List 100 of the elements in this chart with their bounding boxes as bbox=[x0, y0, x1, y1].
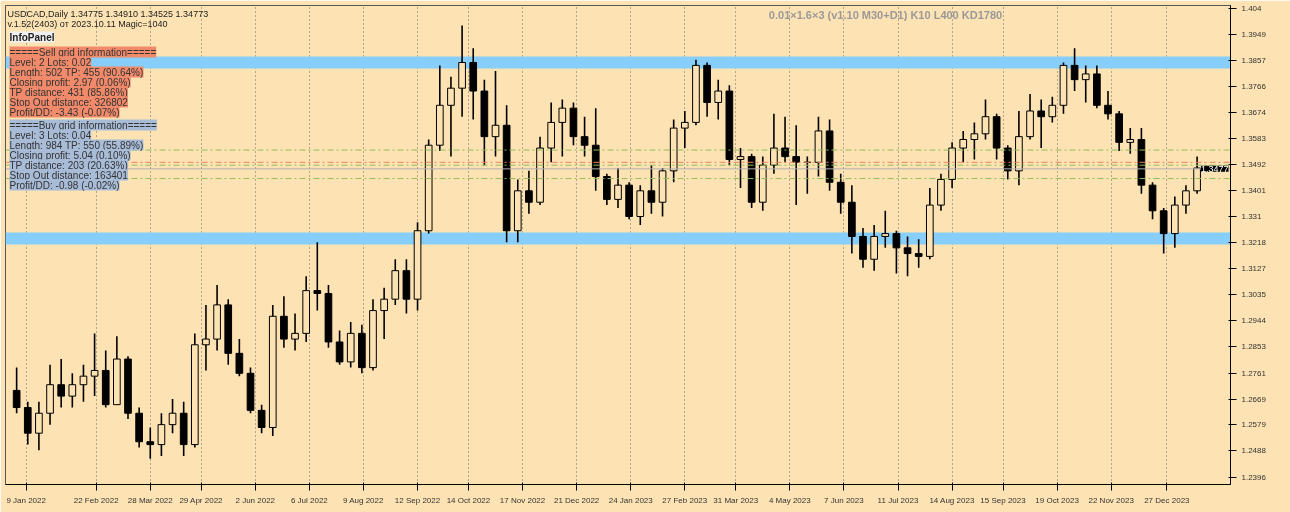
annotation: TP distance: 431 (85.86%) bbox=[9, 86, 128, 98]
annotation: Length: 984 TP: 550 (55.89%) bbox=[9, 139, 144, 151]
candlestick bbox=[870, 224, 878, 272]
candlestick bbox=[57, 358, 66, 409]
candlestick bbox=[202, 304, 210, 372]
annotation: InfoPanel bbox=[9, 31, 55, 43]
candlestick bbox=[892, 229, 901, 275]
annotation: Stop Out distance: 326802 bbox=[9, 96, 129, 108]
y-tick-label: 1.2579 bbox=[1241, 420, 1267, 430]
annotation: Profit/DD: -3.43 (-0.07%) bbox=[9, 106, 120, 118]
candlestick bbox=[1182, 184, 1190, 215]
y-tick-label: 1.3492 bbox=[1241, 160, 1267, 170]
candlestick bbox=[257, 403, 266, 434]
y-tick-label: 1.3766 bbox=[1241, 81, 1267, 91]
x-tick-label: 14 Aug 2023 bbox=[929, 495, 975, 505]
candlestick bbox=[79, 363, 88, 403]
x-tick-label: 15 Sep 2023 bbox=[980, 495, 1027, 505]
candlestick bbox=[525, 170, 533, 215]
candlestick bbox=[859, 227, 867, 269]
x-tick-label: 27 Dec 2023 bbox=[1144, 495, 1191, 505]
y-tick-label: 1.3035 bbox=[1241, 290, 1267, 300]
x-tick-label: 7 Jun 2023 bbox=[824, 495, 865, 505]
x-tick-label: 31 Mar 2023 bbox=[713, 495, 759, 505]
y-tick-label: 1.3674 bbox=[1241, 108, 1267, 118]
ref-line-label: 1.3477 bbox=[1200, 163, 1229, 174]
candlestick bbox=[380, 286, 388, 340]
candlestick bbox=[313, 241, 322, 312]
x-tick-label: 29 Apr 2022 bbox=[179, 495, 224, 505]
candlestick bbox=[157, 412, 166, 457]
y-tick-label: 1.3127 bbox=[1241, 264, 1267, 274]
candlestick bbox=[12, 366, 21, 415]
y-tick-label: 1.3949 bbox=[1241, 29, 1267, 39]
x-tick-label: 21 Dec 2022 bbox=[553, 495, 600, 505]
annotation: 0.01×1.6×3 (v1.10 M30+D1) K10 L400 KD1780 bbox=[768, 8, 1003, 21]
candlestick bbox=[1048, 95, 1057, 124]
candlestick bbox=[647, 164, 656, 215]
y-tick-label: 1.2669 bbox=[1241, 394, 1267, 404]
y-tick-label: 1.2488 bbox=[1241, 446, 1267, 456]
x-tick-label: 9 Aug 2022 bbox=[342, 495, 385, 505]
candlestick bbox=[1070, 47, 1079, 92]
x-tick-label: 11 Jul 2023 bbox=[877, 495, 919, 505]
candlestick bbox=[836, 172, 845, 215]
annotation: =====Buy grid information===== bbox=[9, 119, 157, 131]
annotation: TP distance: 203 (20.63%) bbox=[9, 159, 128, 171]
y-tick-label: 1.3218 bbox=[1241, 238, 1267, 248]
x-tick-label: 4 May 2023 bbox=[768, 495, 812, 505]
candlestick bbox=[770, 113, 778, 175]
candlestick bbox=[68, 372, 77, 409]
candlestick bbox=[914, 238, 923, 269]
y-tick-label: 1.2761 bbox=[1241, 368, 1267, 378]
candlestick bbox=[781, 115, 789, 164]
candlestick bbox=[280, 295, 288, 349]
candlestick bbox=[558, 98, 567, 158]
x-tick-label: 17 Nov 2022 bbox=[499, 495, 546, 505]
annotation: Length: 502 TP: 455 (90.64%) bbox=[9, 66, 144, 78]
y-tick-label: 1.404 bbox=[1241, 3, 1263, 13]
y-tick-label: 1.2944 bbox=[1241, 316, 1267, 326]
y-tick-label: 1.3857 bbox=[1241, 56, 1267, 66]
candlestick bbox=[1104, 90, 1112, 121]
y-tick-label: 1.331 bbox=[1241, 211, 1263, 221]
candlestick bbox=[146, 426, 155, 460]
y-tick-label: 1.2853 bbox=[1241, 342, 1267, 352]
x-tick-label: 22 Feb 2022 bbox=[73, 495, 120, 505]
candlestick bbox=[1037, 98, 1046, 149]
x-tick-label: 2 Jun 2022 bbox=[235, 495, 276, 505]
candlestick bbox=[335, 329, 344, 366]
candlestick bbox=[447, 75, 455, 158]
annotation: Stop Out distance: 163401 bbox=[9, 169, 129, 181]
candlestick bbox=[235, 338, 244, 377]
x-tick-label: 6 Jul 2022 bbox=[290, 495, 329, 505]
candlestick bbox=[168, 398, 177, 434]
y-tick-label: 1.3401 bbox=[1241, 186, 1267, 196]
candlestick bbox=[1159, 207, 1168, 255]
candlestick bbox=[90, 332, 99, 397]
candlestick bbox=[981, 98, 990, 141]
candlestick bbox=[291, 312, 299, 352]
candlestick bbox=[881, 209, 890, 249]
x-tick-label: 27 Feb 2023 bbox=[662, 495, 708, 505]
candlestick bbox=[580, 115, 589, 158]
candlestick bbox=[603, 172, 611, 206]
candlestick bbox=[970, 121, 979, 161]
candlestick bbox=[35, 401, 43, 452]
chart-title: USDCAD,Daily 1.34775 1.34910 1.34525 1.34773 bbox=[7, 8, 209, 19]
candlestick bbox=[1081, 64, 1090, 104]
x-tick-label: 22 Nov 2023 bbox=[1088, 495, 1135, 505]
annotation: Profit/DD: -0.98 (-0.02%) bbox=[9, 179, 120, 191]
x-tick-label: 24 Jan 2023 bbox=[608, 495, 654, 505]
y-tick-label: 1.2396 bbox=[1241, 472, 1267, 482]
x-tick-label: 14 Oct 2022 bbox=[446, 495, 491, 505]
candlestick bbox=[903, 235, 912, 278]
candlestick bbox=[1126, 127, 1135, 155]
x-tick-label: 19 Oct 2023 bbox=[1035, 495, 1080, 505]
candlestick bbox=[736, 147, 745, 189]
y-tick-label: 1.3583 bbox=[1241, 134, 1267, 144]
candlestick bbox=[714, 78, 723, 121]
candlestick bbox=[792, 124, 801, 206]
x-tick-label: 28 Mar 2022 bbox=[127, 495, 174, 505]
candlestick bbox=[614, 167, 622, 209]
x-tick-label: 9 Jan 2022 bbox=[6, 495, 47, 505]
text: v.1.52(2403) от 2023.10.11 Magic=1040 bbox=[7, 18, 168, 29]
